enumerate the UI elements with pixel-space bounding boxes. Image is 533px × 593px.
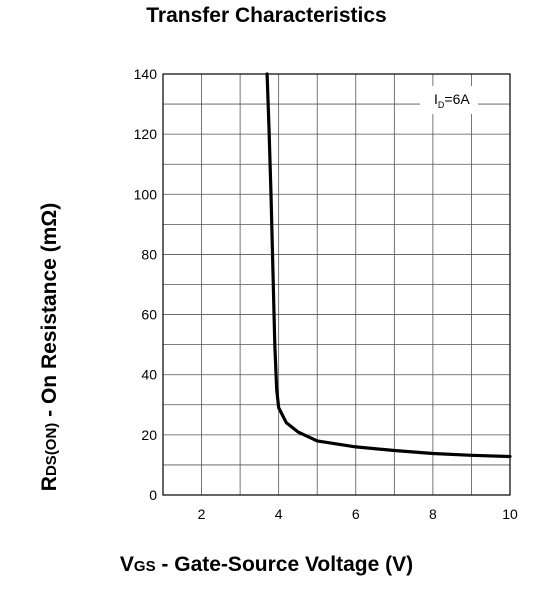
x-tick-label: 4 <box>275 506 283 522</box>
x-tick-label: 6 <box>352 506 360 522</box>
y-tick-label: 0 <box>149 487 157 503</box>
chart-title: Transfer Characteristics <box>146 4 387 27</box>
annotation-label: ID=6A <box>434 91 470 110</box>
series-layer <box>265 72 512 459</box>
x-tick-label: 2 <box>198 506 206 522</box>
annotation-rest: =6A <box>444 91 470 107</box>
y-tick-label: 100 <box>134 186 158 202</box>
annotation-main: I <box>434 91 438 107</box>
x-tick-label: 10 <box>502 506 518 522</box>
y-tick-label: 140 <box>134 66 158 82</box>
x-axis-label-main: V <box>119 553 134 576</box>
x-axis-label-subscript: GS <box>133 558 156 575</box>
grid <box>163 74 510 495</box>
x-tick-label: 8 <box>429 506 437 522</box>
annotation-box: ID=6A <box>420 86 478 114</box>
y-tick-label: 20 <box>141 427 157 443</box>
y-tick-label: 40 <box>141 367 157 383</box>
plot-frame <box>162 73 511 496</box>
series-line <box>265 72 512 459</box>
y-tick-label: 120 <box>134 126 158 142</box>
x-axis-label-rest: - Gate-Source Voltage (V) <box>155 553 414 576</box>
annotation-background <box>420 86 478 114</box>
x-axis-label: VGS - Gate-Source Voltage (V) <box>0 553 533 577</box>
y-tick-label: 60 <box>141 307 157 323</box>
annotation-subscript: D <box>438 100 445 110</box>
y-tick-label: 80 <box>141 246 157 262</box>
